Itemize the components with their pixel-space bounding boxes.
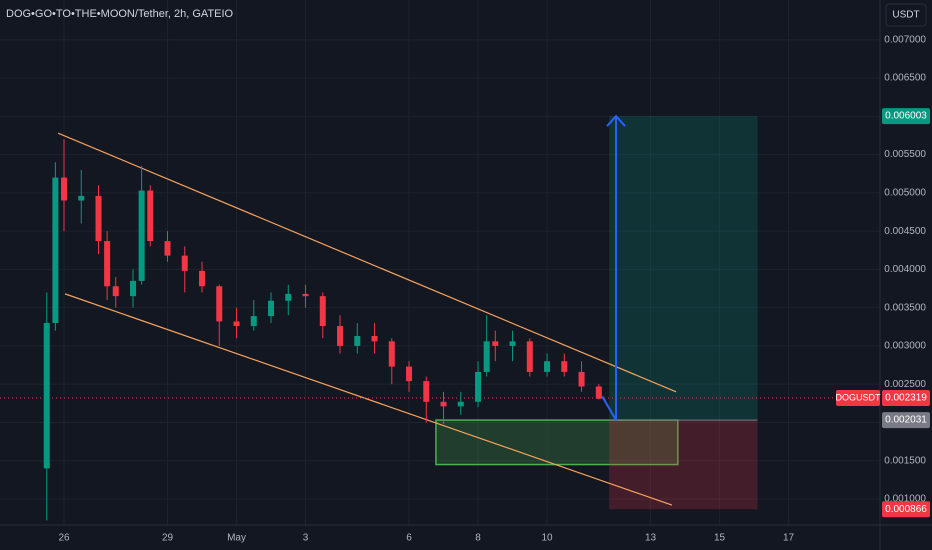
- candle-body: [268, 300, 275, 317]
- candle-body: [302, 293, 309, 297]
- arrow-lead: [601, 395, 617, 421]
- y-tick-label: 0.007000: [884, 34, 926, 45]
- candle-body: [492, 341, 499, 346]
- candle-body: [509, 341, 516, 346]
- candle-body: [406, 366, 413, 382]
- candle-body: [319, 296, 326, 327]
- x-tick-label: 8: [475, 533, 481, 544]
- candle-body: [457, 401, 464, 407]
- price-marker-label: 0.002031: [885, 415, 927, 426]
- y-tick-label: 0.005000: [884, 187, 926, 198]
- candle-body: [250, 316, 257, 327]
- candle-body: [112, 286, 119, 297]
- candle-body: [561, 361, 568, 372]
- candle-body: [61, 177, 68, 201]
- y-tick-label: 0.001000: [884, 494, 926, 505]
- x-tick-label: May: [227, 533, 246, 544]
- candle-body: [578, 371, 585, 387]
- x-tick-label: 26: [58, 533, 70, 544]
- arrow-head: [606, 114, 626, 127]
- price-marker: [882, 501, 930, 518]
- price-marker: [882, 390, 930, 407]
- x-tick-label: 10: [541, 533, 553, 544]
- price-marker-label: 0.000866: [885, 504, 927, 515]
- candle-body: [544, 361, 551, 372]
- trendline: [57, 132, 677, 393]
- candle-body: [199, 270, 206, 287]
- x-tick-label: 6: [406, 533, 412, 544]
- price-marker: [882, 412, 930, 429]
- candle-body: [354, 335, 361, 346]
- candle-body: [483, 341, 490, 372]
- x-tick-label: 17: [783, 533, 795, 544]
- x-tick-label: 29: [162, 533, 174, 544]
- loss-area: [609, 420, 758, 510]
- candle-body: [423, 381, 430, 402]
- x-tick-label: 3: [303, 533, 309, 544]
- candle-body: [164, 241, 171, 256]
- candle-body: [181, 255, 188, 271]
- profit-area: [609, 116, 758, 421]
- y-tick-label: 0.004500: [884, 226, 926, 237]
- y-tick-label: 0.003000: [884, 341, 926, 352]
- currency-label: USDT: [892, 10, 919, 21]
- y-tick-label: 0.002500: [884, 379, 926, 390]
- candle-body: [78, 195, 85, 201]
- y-tick-label: 0.005500: [884, 149, 926, 160]
- x-tick-label: 15: [714, 533, 726, 544]
- trendline: [64, 293, 673, 506]
- price-marker: [882, 108, 930, 125]
- y-tick-label: 0.001500: [884, 455, 926, 466]
- chart-title: DOG•GO•TO•THE•MOON/Tether, 2h, GATEIO: [6, 8, 234, 20]
- candle-body: [147, 190, 154, 242]
- candle-body: [233, 321, 240, 327]
- currency-button[interactable]: [885, 3, 927, 27]
- candle-body: [138, 190, 145, 281]
- y-tick-label: 0.003500: [884, 302, 926, 313]
- candle-body: [388, 341, 395, 367]
- drawings: [0, 114, 880, 510]
- symbol-tag: [836, 390, 880, 407]
- y-tick-label: 0.004000: [884, 264, 926, 275]
- candle-body: [285, 293, 292, 301]
- candle-body: [216, 286, 223, 322]
- candle-body: [371, 335, 378, 342]
- candle-body: [526, 341, 533, 372]
- y-tick-label: 0.006500: [884, 73, 926, 84]
- candle-body: [440, 401, 447, 407]
- candle-body: [52, 177, 59, 323]
- symbol-tag-label: DOGUSDT: [836, 392, 882, 402]
- x-tick-label: 13: [645, 533, 657, 544]
- candle-body: [130, 280, 137, 297]
- candle-body: [43, 322, 50, 469]
- candle-body: [475, 371, 482, 402]
- candle-body: [95, 195, 102, 242]
- candle-body: [104, 241, 111, 287]
- candles: [43, 139, 602, 521]
- grid: [0, 0, 880, 525]
- candle-body: [595, 386, 602, 399]
- price-marker-label: 0.002319: [885, 393, 927, 404]
- price-marker-label: 0.006003: [885, 111, 927, 122]
- candle-body: [337, 326, 344, 346]
